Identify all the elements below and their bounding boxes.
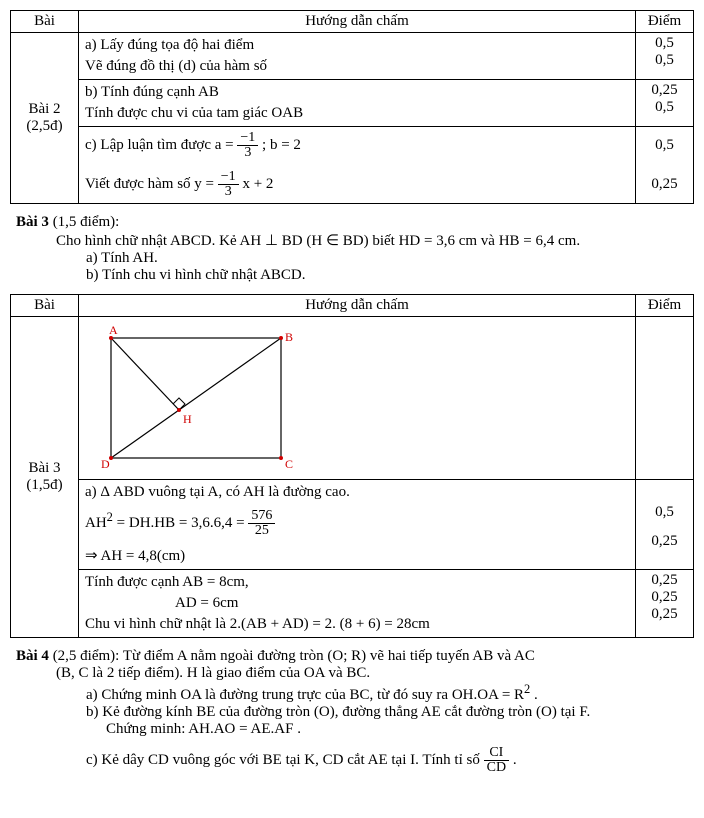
th-bai: Bài <box>11 11 79 33</box>
dot-c <box>279 456 283 460</box>
th-diem: Điểm <box>636 11 694 33</box>
rectangle-diagram: A B C D H <box>91 323 311 473</box>
p4-a-post: . <box>530 687 538 703</box>
label-h: H <box>183 412 192 426</box>
bai2-frac2-den: 3 <box>218 185 239 199</box>
bai2-a-l1: a) Lấy đúng tọa độ hai điểm <box>85 35 629 56</box>
p4-title-score: (2,5 điểm): <box>49 648 123 664</box>
bai2-a: a) Lấy đúng tọa độ hai điểm Vẽ đúng đồ t… <box>79 33 636 80</box>
bai3-b-diem: 0,25 0,25 0,25 <box>636 570 694 638</box>
bai3-b-d3: 0,25 <box>642 606 687 623</box>
bai3-b-l3: Chu vi hình chữ nhật là 2.(AB + AD) = 2.… <box>85 614 629 635</box>
p4-title-row: Bài 4 (2,5 điểm): Từ điểm A nằm ngoài đư… <box>16 648 694 665</box>
bai2-b-l1: b) Tính đúng cạnh AB <box>85 82 629 103</box>
bai2-frac2: −1 3 <box>218 170 239 199</box>
bai2-c-l2: Viết được hàm số y = −1 3 x + 2 <box>85 168 629 201</box>
bai2-b: b) Tính đúng cạnh AB Tính được chu vi củ… <box>79 80 636 127</box>
p4-l1b: (B, C là 2 tiếp điểm). H là giao điểm củ… <box>56 665 694 682</box>
bai3-a-l2-mid: = DH.HB = 3,6.6,4 = <box>113 515 248 531</box>
bai3-a-d2: 0,25 <box>642 533 687 550</box>
p3-b: b) Tính chu vi hình chữ nhật ABCD. <box>86 267 694 284</box>
p4-a-row: a) Chứng minh OA là đường trung trực của… <box>86 682 694 704</box>
p3-l1: Cho hình chữ nhật ABCD. Kẻ AH ⊥ BD (H ∈ … <box>56 231 694 250</box>
bai2-frac1-den: 3 <box>237 146 258 160</box>
bai2-frac1-num: −1 <box>237 131 258 146</box>
bai3-a-l3: ⇒ AH = 4,8(cm) <box>85 544 629 567</box>
bai2-c-l1-post: ; b = 2 <box>262 137 301 153</box>
bai2-label: Bài 2 (2,5đ) <box>11 33 79 204</box>
line-ah <box>111 338 179 410</box>
bai3-a: a) Δ ABD vuông tại A, có AH là đường cao… <box>79 480 636 570</box>
p4-c-pre: c) Kẻ dây CD vuông góc với BE tại K, CD … <box>86 752 484 768</box>
label-b: B <box>285 330 293 344</box>
bai2-c-diem: 0,5 0,25 <box>636 127 694 204</box>
bai3-a-d1: 0,5 <box>642 504 687 521</box>
p4-b1: b) Kẻ đường kính BE của đường tròn (O), … <box>86 704 694 721</box>
bai3-b-d1: 0,25 <box>642 572 687 589</box>
label-a: A <box>109 323 118 337</box>
bai2-b-l2: Tính được chu vi của tam giác OAB <box>85 103 629 124</box>
p3-title: Bài 3 <box>16 214 49 230</box>
bai2-a-diem: 0,5 0,5 <box>636 33 694 80</box>
p4-title: Bài 4 <box>16 648 49 664</box>
bai2-c-l1: c) Lập luận tìm được a = −1 3 ; b = 2 <box>85 129 629 162</box>
bai3-label-l2: (1,5đ) <box>26 477 62 493</box>
p4-frac-den: CD <box>484 761 509 775</box>
bai3-frac: 576 25 <box>248 509 275 538</box>
bai2-b-d1: 0,25 <box>642 82 687 99</box>
bai2-c-l2-post: x + 2 <box>242 176 273 192</box>
p4-b2: Chứng minh: AH.AO = AE.AF . <box>106 721 694 738</box>
bai3-a-l1: a) Δ ABD vuông tại A, có AH là đường cao… <box>85 482 629 503</box>
dot-h <box>177 408 181 412</box>
bai3-b-d2: 0,25 <box>642 589 687 606</box>
bai2-a-d2: 0,5 <box>642 52 687 69</box>
th-bai3: Bài <box>11 295 79 317</box>
p3-title-row: Bài 3 (1,5 điểm): <box>16 214 694 231</box>
bai2-label-l2: (2,5đ) <box>26 118 62 134</box>
dot-b <box>279 336 283 340</box>
bai3-diag-diem <box>636 317 694 480</box>
bai2-frac1: −1 3 <box>237 131 258 160</box>
line-bd <box>111 338 281 458</box>
bai3-b-l2: AD = 6cm <box>85 593 629 614</box>
bai3-b: Tính được cạnh AB = 8cm, AD = 6cm Chu vi… <box>79 570 636 638</box>
problem3: Bài 3 (1,5 điểm): Cho hình chữ nhật ABCD… <box>16 214 694 284</box>
th-hd3: Hướng dẫn chấm <box>79 295 636 317</box>
bai3-a-l2: AH2 = DH.HB = 3,6.6,4 = 576 25 <box>85 507 629 540</box>
bai3-diagram-cell: A B C D H <box>79 317 636 480</box>
th-diem3: Điểm <box>636 295 694 317</box>
p3-title-score: (1,5 điểm): <box>49 214 119 230</box>
bai2-c-l2-pre: Viết được hàm số y = <box>85 176 218 192</box>
bai3-label-l1: Bài 3 <box>28 460 60 476</box>
table-bai3: Bài Hướng dẫn chấm Điểm Bài 3 (1,5đ) <box>10 294 694 638</box>
label-c: C <box>285 457 293 471</box>
bai3-frac-num: 576 <box>248 509 275 524</box>
p4-frac-num: CI <box>484 746 509 761</box>
th-hd: Hướng dẫn chấm <box>79 11 636 33</box>
p4-frac: CI CD <box>484 746 509 775</box>
bai2-a-d1: 0,5 <box>642 35 687 52</box>
bai3-label: Bài 3 (1,5đ) <box>11 317 79 638</box>
bai3-frac-den: 25 <box>248 524 275 538</box>
bai2-c-l1-pre: c) Lập luận tìm được a = <box>85 137 237 153</box>
p3-a: a) Tính AH. <box>86 250 694 267</box>
bai2-frac2-num: −1 <box>218 170 239 185</box>
bai3-a-diem: 0,5 0,25 <box>636 480 694 570</box>
label-d: D <box>101 457 110 471</box>
bai2-a-l2: Vẽ đúng đồ thị (d) của hàm số <box>85 56 629 77</box>
bai3-b-l1: Tính được cạnh AB = 8cm, <box>85 572 629 593</box>
bai2-b-diem: 0,25 0,5 <box>636 80 694 127</box>
bai2-c-d1: 0,5 <box>642 137 687 154</box>
p4-c-row: c) Kẻ dây CD vuông góc với BE tại K, CD … <box>86 746 694 775</box>
bai2-c-d2: 0,25 <box>642 176 687 193</box>
bai2-label-l1: Bài 2 <box>28 101 60 117</box>
bai2-c: c) Lập luận tìm được a = −1 3 ; b = 2 Vi… <box>79 127 636 204</box>
p4-l1a: Từ điểm A nằm ngoài đường tròn (O; R) vẽ… <box>123 648 535 664</box>
table-bai2: Bài Hướng dẫn chấm Điểm Bài 2 (2,5đ) a) … <box>10 10 694 204</box>
p4-a: a) Chứng minh OA là đường trung trực của… <box>86 687 524 703</box>
bai2-b-d2: 0,5 <box>642 99 687 116</box>
bai3-a-l2-pre: AH <box>85 515 107 531</box>
p4-c-post: . <box>513 752 517 768</box>
problem4: Bài 4 (2,5 điểm): Từ điểm A nằm ngoài đư… <box>16 648 694 775</box>
